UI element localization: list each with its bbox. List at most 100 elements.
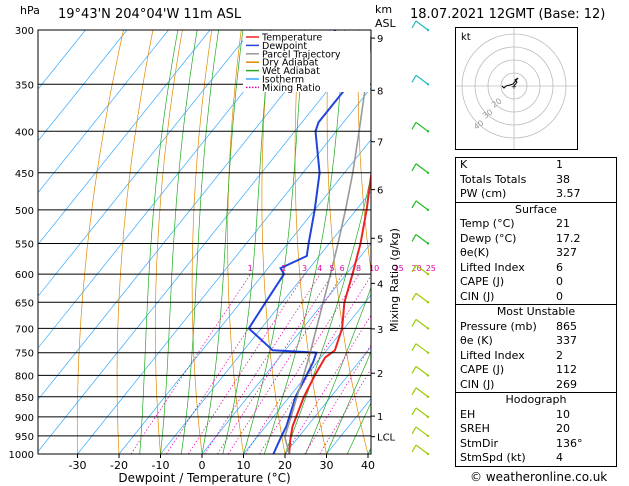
hodo-ring-label-40: 40 <box>472 118 486 131</box>
km-tick-label: 8 <box>377 86 383 97</box>
temperature-line <box>288 162 371 454</box>
most-unstable-section: Most Unstable Pressure (mb) 865 θe (K) 337… <box>456 304 616 392</box>
wind-barb-dot <box>426 171 430 174</box>
isotherm-line <box>38 30 335 401</box>
wind-barb-dot <box>426 208 430 212</box>
wind-barb-flag <box>411 74 417 83</box>
dry-adiabat-line <box>326 30 369 454</box>
mixing-ratio-label: 15 <box>394 264 404 273</box>
mixing-ratio-line <box>166 273 285 454</box>
mixing-ratio-line <box>227 273 343 454</box>
legend-label: Dry Adiabat <box>262 58 319 69</box>
isotherm-line <box>38 30 128 142</box>
surface-thetae-row: θe(K) 327 <box>460 246 577 259</box>
hodo-ring-label-20: 20 <box>490 96 504 109</box>
x-tick-label: -20 <box>110 459 128 472</box>
wind-barb-dot <box>426 130 430 133</box>
pressure-tick-label: 600 <box>15 270 34 281</box>
wet-adiabat-line <box>180 30 219 454</box>
surface-cape-row: CAPE (J) 0 <box>460 275 563 288</box>
asl-label: ASL <box>375 17 396 30</box>
wind-barb <box>415 163 429 174</box>
wind-barb-dot <box>426 301 430 304</box>
x-tick-label: 10 <box>237 459 251 472</box>
wind-barb-flag <box>411 426 417 435</box>
wind-barb-flag <box>411 163 417 172</box>
legend-label: Mixing Ratio <box>262 83 321 94</box>
wind-barb-flag <box>411 20 417 29</box>
hodograph-panel: kt 40 30 20 + <box>455 27 578 150</box>
mixing-ratio-label: 1 <box>248 264 253 273</box>
x-tick-label: -10 <box>152 459 170 472</box>
mixing-ratio-label: 8 <box>356 264 361 273</box>
x-tick-label: 30 <box>320 459 334 472</box>
wind-barb-dot <box>426 395 430 398</box>
dry-adiabat-line <box>191 30 213 454</box>
isotherm-line <box>160 190 371 454</box>
wind-barb-flag <box>411 444 417 453</box>
datetime-title: 18.07.2021 12GMT (Base: 12) <box>410 7 606 22</box>
mu-li-row: Lifted Index 2 <box>460 348 563 362</box>
mixing-ratio-line <box>319 368 371 454</box>
isotherm-line <box>243 294 371 454</box>
isotherm-line <box>38 30 86 90</box>
x-tick-label: -30 <box>69 459 87 472</box>
dry-adiabat-line <box>624 30 629 454</box>
mixing-ratio-line <box>204 273 321 454</box>
pressure-tick-label: 750 <box>15 349 34 360</box>
wind-barb-flag <box>411 319 417 327</box>
wind-barb-flag <box>411 264 417 273</box>
surface-dewp-row: Dewp (°C) 17.2 <box>460 231 581 245</box>
wind-barb-flag <box>411 366 417 374</box>
pressure-tick-label: 350 <box>15 80 34 91</box>
hodo-trace <box>501 77 519 89</box>
wind-barb-flag <box>411 200 417 209</box>
x-axis-label: Dewpoint / Temperature (°C) <box>118 471 290 485</box>
isotherm-line <box>284 346 371 454</box>
isotherm-line <box>118 139 371 454</box>
mu-pressure-row: Pressure (mb) 865 <box>460 319 577 333</box>
wind-barb-flag <box>411 234 417 242</box>
wind-barb-flag <box>411 122 417 130</box>
pressure-tick-label: 650 <box>15 298 34 309</box>
wind-barb <box>415 264 429 275</box>
mixing-ratio-line <box>259 275 371 454</box>
mixing-ratio-label: 5 <box>329 264 334 273</box>
dry-adiabat-line <box>76 30 124 454</box>
wind-barb <box>415 20 429 31</box>
surface-temp-row: Temp (°C) 21 <box>460 217 570 230</box>
pressure-tick-label: 800 <box>15 371 34 382</box>
pressure-tick-label: 300 <box>15 26 34 37</box>
wet-adiabat-line <box>326 350 371 454</box>
legend-box <box>243 31 370 92</box>
pw-row: PW (cm) 3.57 <box>460 187 581 200</box>
km-tick-label: 6 <box>377 186 383 197</box>
wind-barb <box>415 292 429 303</box>
copyright-text[interactable]: © weatheronline.co.uk <box>470 470 608 484</box>
wind-barb-dot <box>426 242 430 245</box>
pressure-tick-label: 500 <box>15 206 34 217</box>
wet-adiabat-line <box>305 286 371 454</box>
mixing-ratio-label: 10 <box>369 264 379 273</box>
most-unstable-title: Most Unstable <box>496 305 576 318</box>
hodograph-section: Hodograph EH 10 SREH 20 StmDir 136° StmSpd … <box>456 392 616 466</box>
wind-barb <box>415 121 429 132</box>
location-title: 19°43'N 204°04'W 11m ASL <box>58 7 242 22</box>
wind-barb <box>415 426 429 437</box>
totals-totals-row: Totals Totals 38 <box>460 172 570 186</box>
km-tick-label: 1 <box>377 412 383 423</box>
mu-cin-row: CIN (J) 269 <box>460 377 577 391</box>
mixing-ratio-axis-label: Mixing Ratio (g/kg) <box>388 228 401 332</box>
isotherm-line <box>201 242 371 454</box>
wind-barb <box>415 365 429 376</box>
km-tick-label: 5 <box>377 234 383 245</box>
mixing-ratio-label: 3 <box>302 264 307 273</box>
dry-adiabat-line <box>357 30 371 274</box>
wind-barb <box>415 318 429 329</box>
eh-row: EH 10 <box>460 407 570 421</box>
mixing-ratio-label: 25 <box>426 264 436 273</box>
wind-barb <box>415 74 429 85</box>
